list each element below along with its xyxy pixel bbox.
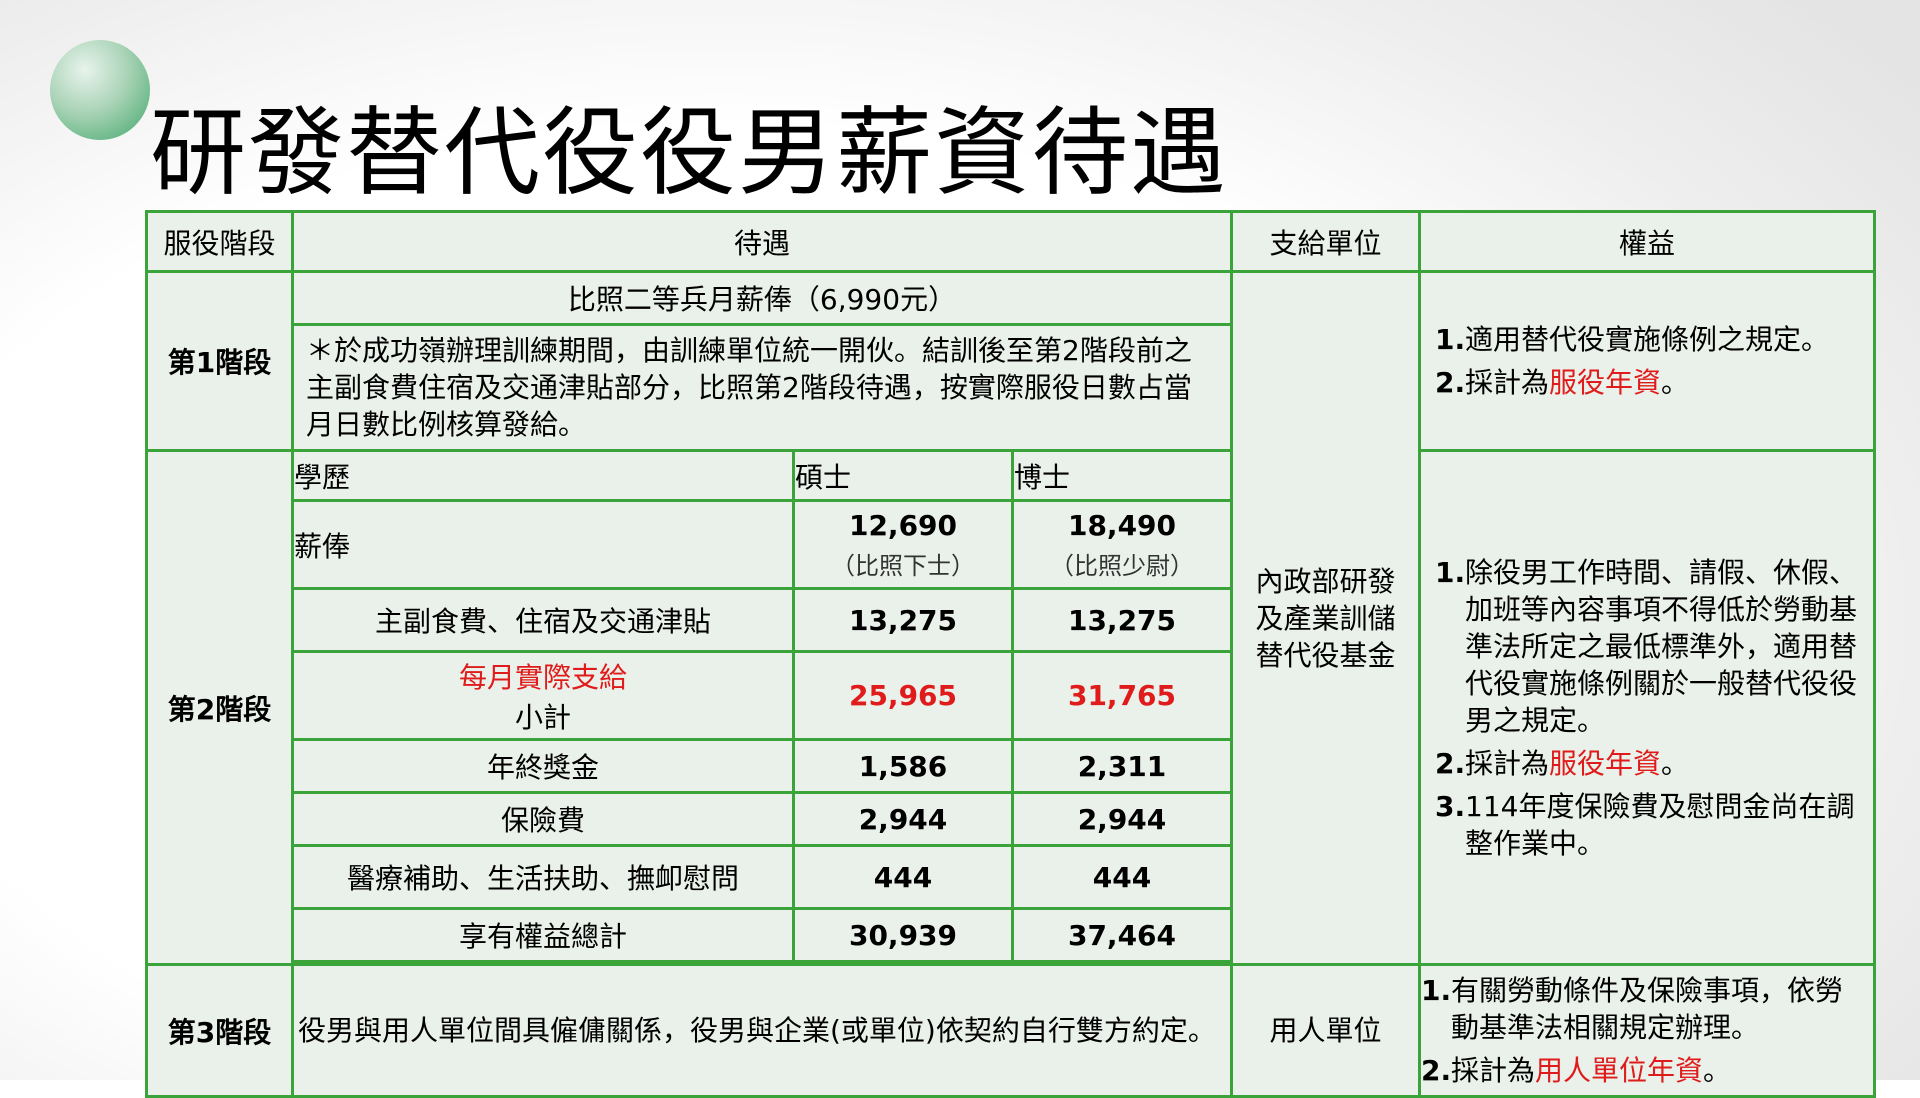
stage1-right-1: 1. 適用替代役實施條例之規定。 <box>1435 323 1830 356</box>
header-payer: 支給單位 <box>1230 210 1421 273</box>
stage2-right-1: 1. 除役男工作時間、請假、休假、加班等內容事項不得低於勞動基準法所定之最低標準外… <box>1435 555 1858 737</box>
salary-table: 服役階段 待遇 支給單位 權益 第1階段 比照二等兵月薪俸（6,990元） 內政… <box>145 210 1876 1098</box>
total-label: 享有權益總計 <box>291 907 795 963</box>
allowance-row: 主副食費、住宿及交通津貼 13,275 13,275 <box>147 587 1875 653</box>
medical-phd: 444 <box>1011 844 1233 910</box>
filler <box>291 961 1233 965</box>
insurance-master: 2,944 <box>792 791 1014 847</box>
allowance-phd: 13,275 <box>1011 587 1233 653</box>
medical-row: 醫療補助、生活扶助、撫卹慰問 444 444 <box>147 844 1875 910</box>
subtotal-phd: 31,765 <box>1011 650 1233 741</box>
decorative-circle <box>50 40 150 140</box>
salary-phd: 18,490 （比照少尉） <box>1011 499 1233 590</box>
total-master: 30,939 <box>792 907 1014 963</box>
stage2-rights: 1. 除役男工作時間、請假、休假、加班等內容事項不得低於勞動基準法所定之最低標準外… <box>1418 449 1876 966</box>
page-title: 研發替代役役男薪資待遇 <box>150 97 1228 209</box>
stage2-right-2: 2. 採計為服役年資。 <box>1435 746 1690 780</box>
medical-label: 醫療補助、生活扶助、撫卹慰問 <box>291 844 795 910</box>
insurance-label: 保險費 <box>291 791 795 847</box>
stage2-right-3: 3. 114年度保險費及慰問金尚在調整作業中。 <box>1435 789 1855 860</box>
stage3-right-1: 1. 有關勞動條件及保險事項，依勞動基準法相關規定辦理。 <box>1421 974 1844 1044</box>
stage2-columns-row: 第2階段 學歷 碩士 博士 1. 除役男工作時間、請假、休假、加班等內容事項不得低… <box>145 449 1876 966</box>
stage1-label: 第1階段 <box>145 270 294 452</box>
allowance-master: 13,275 <box>792 587 1014 653</box>
insurance-row: 保險費 2,944 2,944 <box>147 791 1875 847</box>
subtotal-row: 每月實際支給 小計 25,965 31,765 <box>147 650 1875 741</box>
stage3-row: 第3階段 役男與用人單位間具僱傭關係，役男與企業(或單位)依契約自行雙方約定。 … <box>145 963 1876 1098</box>
stage3-rights: 1. 有關勞動條件及保險事項，依勞動基準法相關規定辦理。 2. 採計為用人單位年資。 <box>1418 963 1876 1098</box>
total-phd: 37,464 <box>1011 907 1233 963</box>
stage1-right-2: 2. 採計為服役年資。 <box>1435 366 1690 399</box>
table-header-row: 服役階段 待遇 支給單位 權益 <box>145 210 1876 273</box>
salary-master: 12,690 （比照下士） <box>792 499 1014 590</box>
stage1-pay: 比照二等兵月薪俸（6,990元） <box>291 270 1233 326</box>
stage3-label: 第3階段 <box>145 963 294 1098</box>
total-row: 享有權益總計 30,939 37,464 <box>147 907 1875 963</box>
stage3-right-2: 2. 採計為用人單位年資。 <box>1421 1054 1732 1087</box>
salary-label: 薪俸 <box>291 499 795 590</box>
bonus-row: 年終獎金 1,586 2,311 <box>147 738 1875 794</box>
col-master: 碩士 <box>792 449 1014 502</box>
col-phd: 博士 <box>1011 449 1233 502</box>
stage3-treatment: 役男與用人單位間具僱傭關係，役男與企業(或單位)依契約自行雙方約定。 <box>291 963 1233 1098</box>
col-education: 學歷 <box>291 449 795 502</box>
stage1-pay-row: 第1階段 比照二等兵月薪俸（6,990元） 內政部研發及產業訓儲替代役基金 1.… <box>145 270 1876 966</box>
stage1-note: ＊於成功嶺辦理訓練期間，由訓練單位統一開伙。結訓後至第2階段前之主副食費住宿及交… <box>291 323 1233 452</box>
stage2-label: 第2階段 <box>145 449 294 966</box>
payer-stage1-2: 內政部研發及產業訓儲替代役基金 <box>1230 270 1421 966</box>
bonus-master: 1,586 <box>792 738 1014 794</box>
bonus-label: 年終獎金 <box>291 738 795 794</box>
subtotal-master: 25,965 <box>792 650 1014 741</box>
subtotal-label: 每月實際支給 小計 <box>291 650 795 741</box>
insurance-phd: 2,944 <box>1011 791 1233 847</box>
medical-master: 444 <box>792 844 1014 910</box>
salary-row: 薪俸 12,690 （比照下士） 18,490 （比照少尉） <box>147 499 1875 590</box>
bonus-phd: 2,311 <box>1011 738 1233 794</box>
header-stage: 服役階段 <box>145 210 294 273</box>
header-rights: 權益 <box>1418 210 1876 273</box>
stage3-payer: 用人單位 <box>1230 963 1421 1098</box>
header-treatment: 待遇 <box>291 210 1233 273</box>
allowance-label: 主副食費、住宿及交通津貼 <box>291 587 795 653</box>
stage2-filler-row <box>147 961 1875 965</box>
stage1-rights: 1. 適用替代役實施條例之規定。 2. 採計為服役年資。 <box>1418 270 1876 452</box>
stage1-note-row: ＊於成功嶺辦理訓練期間，由訓練單位統一開伙。結訓後至第2階段前之主副食費住宿及交… <box>147 323 1875 452</box>
